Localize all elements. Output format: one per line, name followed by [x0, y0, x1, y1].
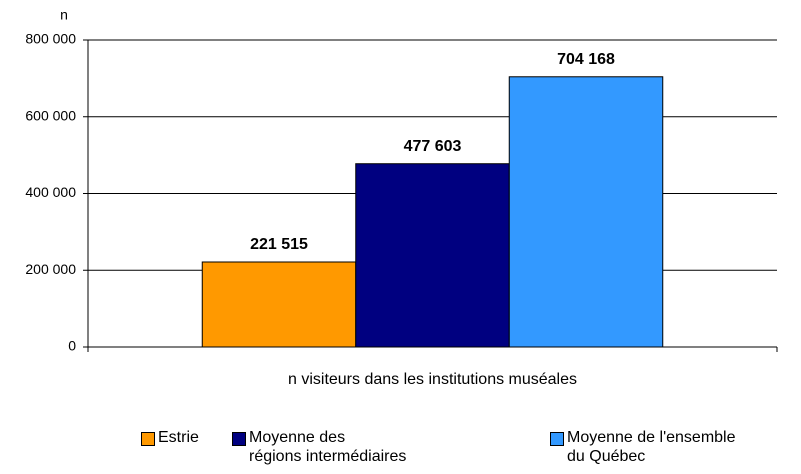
legend-swatch — [232, 432, 246, 446]
y-tick-label: 200 000 — [25, 261, 76, 277]
bar — [508, 76, 664, 348]
y-tick-label: 0 — [68, 338, 76, 354]
value-label: 221 515 — [250, 236, 308, 253]
y-tick-label: 600 000 — [25, 107, 76, 123]
y-axis-label: n — [60, 7, 68, 23]
value-label: 477 603 — [404, 138, 462, 155]
legend-swatch — [141, 432, 155, 446]
value-label: 704 168 — [557, 51, 615, 68]
bar — [201, 261, 357, 348]
y-tick-label: 400 000 — [25, 184, 76, 200]
legend-label: Estrie — [158, 429, 199, 446]
legend-item: Moyenne des régions intermédiaires — [232, 428, 406, 466]
bar — [355, 163, 510, 348]
legend-swatch — [550, 432, 564, 446]
legend-item: Moyenne de l'ensemble du Québec — [550, 428, 736, 466]
legend-item: Estrie — [141, 428, 199, 447]
legend-label: Moyenne de l'ensemble du Québec — [567, 429, 736, 465]
x-tick-label: n visiteurs dans les institutions muséal… — [288, 371, 577, 388]
legend-label: Moyenne des régions intermédiaires — [249, 429, 407, 465]
y-tick-label: 800 000 — [25, 31, 76, 47]
